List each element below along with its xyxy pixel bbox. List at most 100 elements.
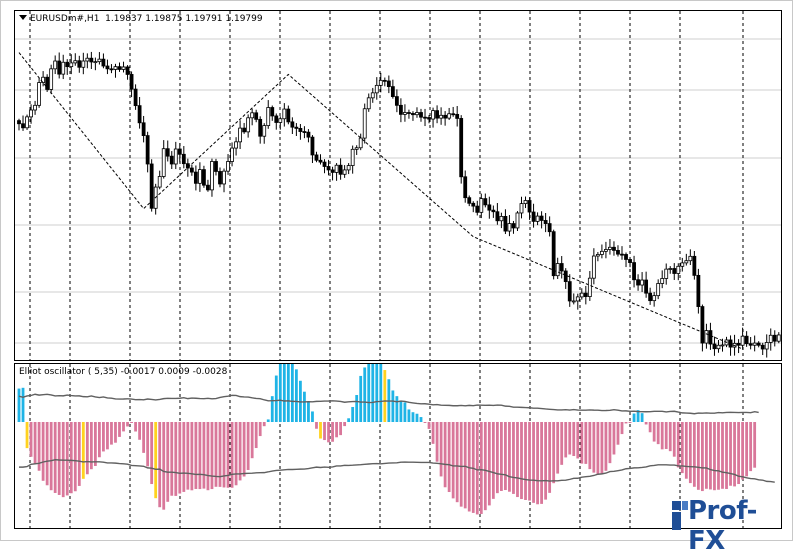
candle-body xyxy=(616,250,620,255)
candle-body xyxy=(752,342,757,346)
oscillator-bar xyxy=(262,422,266,427)
candle-body xyxy=(254,112,259,120)
oscillator-bar xyxy=(319,422,322,439)
candle-body xyxy=(591,255,596,279)
candle-body xyxy=(105,65,110,70)
candle-body xyxy=(547,223,552,233)
candle-body xyxy=(346,165,351,171)
candle-body xyxy=(644,279,649,294)
candle-body xyxy=(197,169,202,184)
chevron-down-icon[interactable] xyxy=(19,15,27,20)
candle-body xyxy=(378,79,383,86)
candle-body xyxy=(435,110,439,119)
candle-body xyxy=(720,344,725,347)
candle-body xyxy=(668,268,673,270)
candle-body xyxy=(218,171,222,185)
oscillator-bar xyxy=(423,422,427,423)
oscillator-bar xyxy=(186,422,190,490)
oscillator-bar xyxy=(391,390,395,422)
oscillator-bar xyxy=(238,422,242,481)
oscillator-bar xyxy=(347,418,351,422)
oscillator-bar xyxy=(491,422,495,499)
oscillator-bar xyxy=(250,422,254,459)
oscillator-lower-line xyxy=(19,459,775,483)
candle-body xyxy=(270,107,275,117)
oscillator-bar xyxy=(375,364,379,422)
oscillator-bar xyxy=(138,422,141,440)
candle-body xyxy=(81,60,86,68)
candle-body xyxy=(282,108,287,120)
candle-body xyxy=(447,113,452,119)
candle-body xyxy=(242,127,247,133)
elliott-wave-line xyxy=(18,52,743,350)
oscillator-bar xyxy=(93,422,97,466)
brand-logo: Prof-FX xyxy=(669,495,789,556)
candle-body xyxy=(21,123,25,129)
candle-body xyxy=(507,223,512,232)
candle-body xyxy=(579,292,584,298)
oscillator-bar xyxy=(676,422,680,468)
candle-body xyxy=(258,118,263,137)
oscillator-bar xyxy=(118,422,121,437)
oscillator-bar xyxy=(343,422,347,427)
candle-body xyxy=(366,97,371,110)
oscillator-bar xyxy=(656,422,660,445)
oscillator-bar xyxy=(98,422,101,458)
candle-body xyxy=(583,292,588,297)
oscillator-bar xyxy=(479,422,483,514)
oscillator-bar xyxy=(331,422,334,442)
oscillator-bar xyxy=(427,422,431,429)
oscillator-bar xyxy=(53,422,57,493)
oscillator-bar xyxy=(628,422,632,423)
oscillator-bar xyxy=(733,422,736,487)
oscillator-pane[interactable]: Elliot oscillator ( 5,35) -0.0017 0.0009… xyxy=(14,363,782,529)
oscillator-bar xyxy=(146,422,150,467)
candle-body xyxy=(69,62,74,68)
candle-body xyxy=(652,295,657,302)
oscillator-bar xyxy=(552,422,556,484)
oscillator-bar xyxy=(290,364,294,422)
candle-body xyxy=(133,88,138,107)
oscillator-bar xyxy=(721,422,724,489)
candle-body xyxy=(362,108,367,139)
candle-body xyxy=(177,148,182,155)
candle-body xyxy=(491,209,496,213)
oscillator-bar xyxy=(246,422,250,470)
oscillator-bar xyxy=(170,422,174,496)
candle-body xyxy=(664,268,669,279)
candle-body xyxy=(620,253,624,256)
candle-body xyxy=(523,200,528,205)
oscillator-bar xyxy=(447,422,451,493)
candle-body xyxy=(543,220,548,224)
oscillator-bar xyxy=(355,395,359,422)
price-pane[interactable]: EURUSDm#,H1 1.19837 1.19875 1.19791 1.19… xyxy=(14,10,782,361)
oscillator-bar xyxy=(612,422,616,455)
candle-body xyxy=(149,163,154,209)
oscillator-bar xyxy=(351,406,355,422)
oscillator-bar xyxy=(266,419,270,422)
candle-body xyxy=(419,112,423,118)
oscillator-bar xyxy=(307,401,310,422)
candle-body xyxy=(608,246,612,250)
oscillator-bar xyxy=(286,364,290,422)
oscillator-bar xyxy=(572,422,576,457)
oscillator-bar xyxy=(516,422,519,498)
oscillator-bar xyxy=(114,422,117,443)
candle-body xyxy=(563,270,568,283)
oscillator-bar xyxy=(230,422,234,488)
oscillator-bar xyxy=(741,422,744,480)
candle-body xyxy=(129,74,134,90)
candle-body xyxy=(77,60,82,68)
candle-body xyxy=(423,116,427,119)
candle-body xyxy=(358,137,363,149)
candle-body xyxy=(559,263,564,272)
oscillator-bar xyxy=(709,422,712,490)
oscillator-bar xyxy=(512,422,515,494)
candle-body xyxy=(125,66,130,75)
oscillator-bar xyxy=(234,422,238,486)
oscillator-bar xyxy=(475,422,479,515)
candle-body xyxy=(740,335,745,346)
oscillator-bar xyxy=(178,422,182,494)
candle-body xyxy=(772,334,777,342)
oscillator-bar xyxy=(65,422,69,496)
